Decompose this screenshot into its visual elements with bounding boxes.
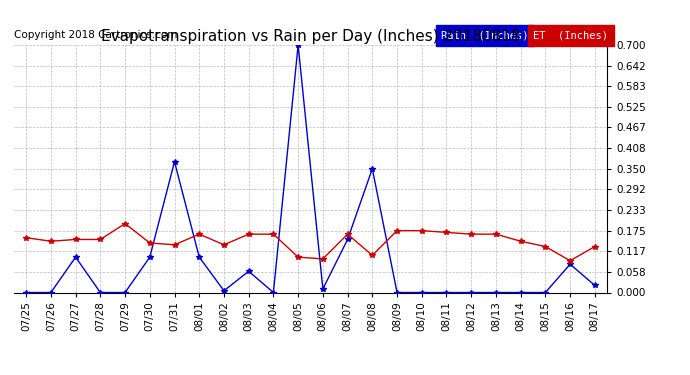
- Text: Copyright 2018 Cartronics.com: Copyright 2018 Cartronics.com: [14, 30, 177, 40]
- Text: ET  (Inches): ET (Inches): [533, 30, 608, 40]
- Text: Rain  (Inches): Rain (Inches): [441, 30, 529, 40]
- Title: Evapotranspiration vs Rain per Day (Inches) 20180818: Evapotranspiration vs Rain per Day (Inch…: [101, 29, 520, 44]
